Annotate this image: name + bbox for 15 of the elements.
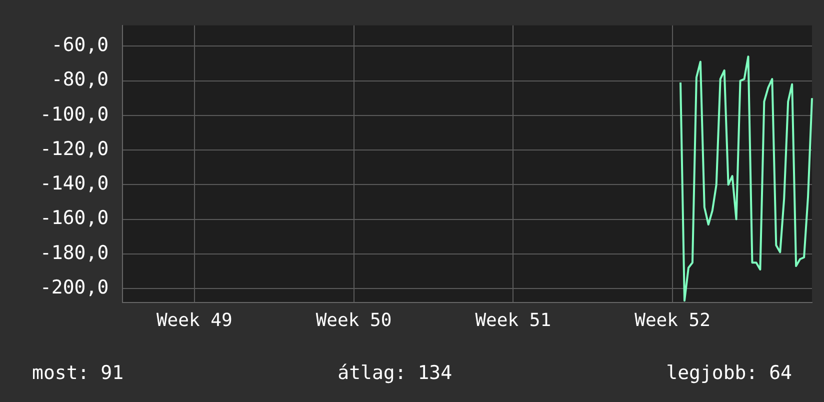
x-tick-label: Week 51 xyxy=(475,310,552,331)
y-tick-label: -120,0 xyxy=(40,138,109,160)
y-tick-label: -180,0 xyxy=(40,242,109,264)
y-tick-label: -80,0 xyxy=(51,68,109,91)
x-tick-label: Week 52 xyxy=(634,310,710,331)
y-tick-label: -200,0 xyxy=(40,276,109,298)
y-tick-label: -100,0 xyxy=(40,103,109,126)
y-tick-label: -160,0 xyxy=(40,207,109,230)
text: legjobb: 64 xyxy=(666,362,792,384)
x-tick-label: Week 50 xyxy=(316,310,392,331)
text: átlag: 134 xyxy=(338,362,452,384)
y-tick-label: -60,0 xyxy=(51,34,109,56)
text: most: 91 xyxy=(32,362,124,384)
y-tick-label: -140,0 xyxy=(40,172,109,195)
x-tick-label: Week 49 xyxy=(156,310,232,331)
